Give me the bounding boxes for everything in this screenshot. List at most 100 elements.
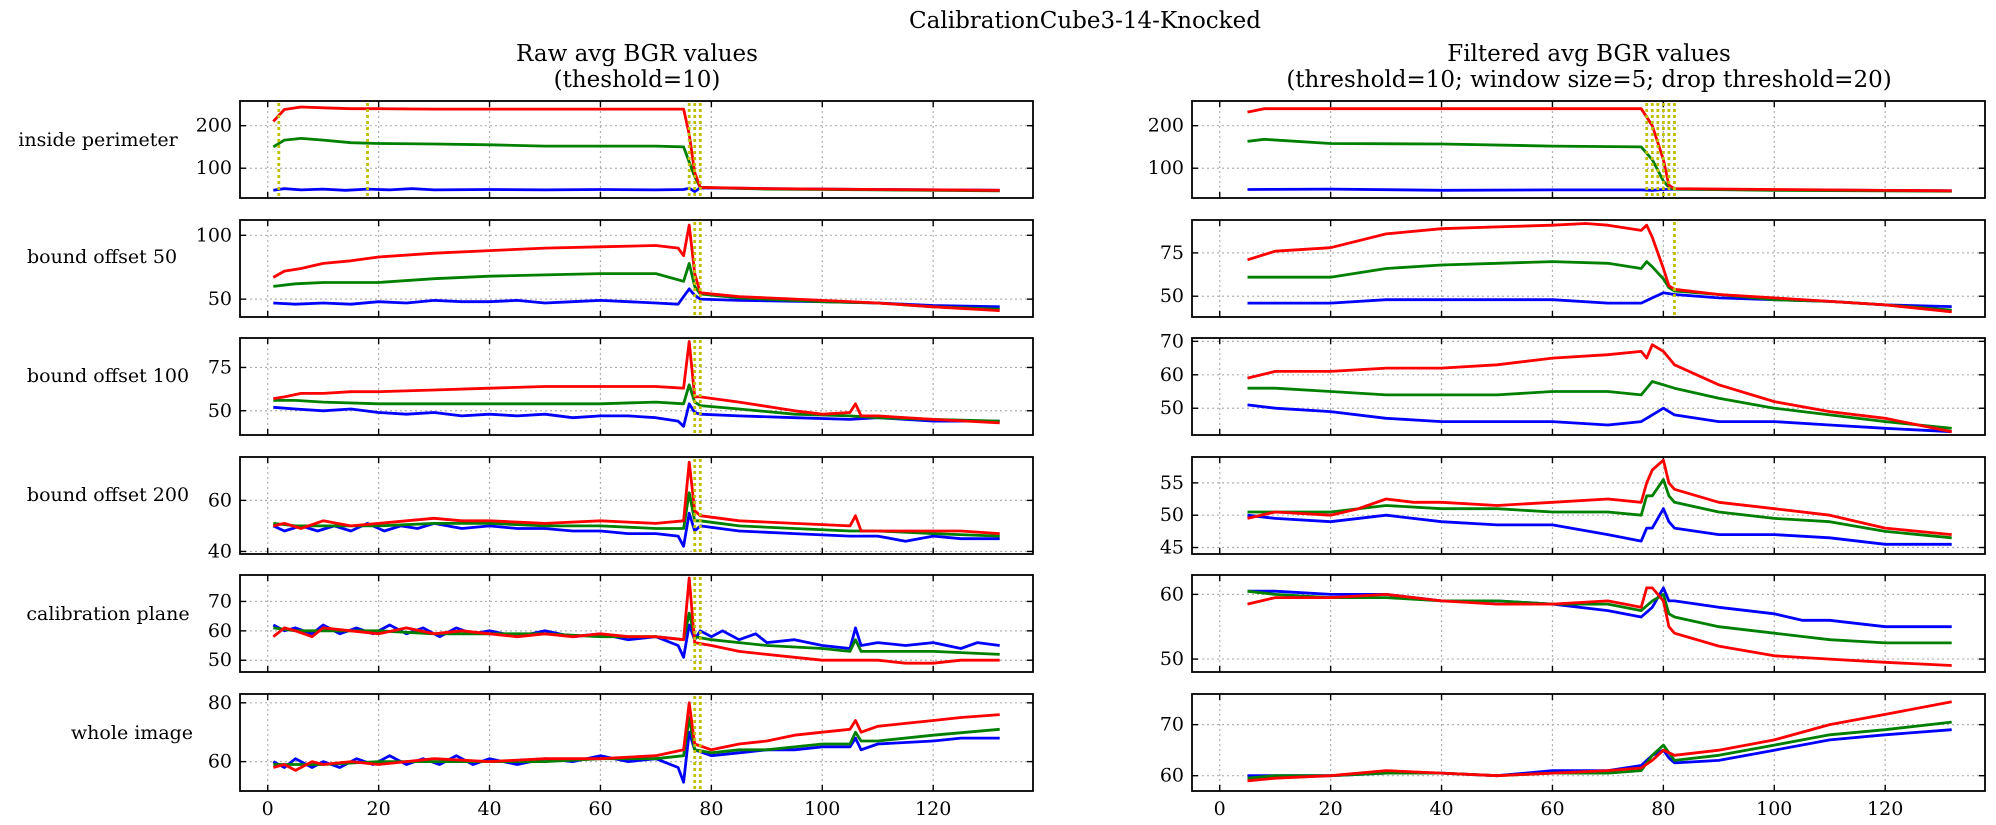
series-red-line [272,223,1000,312]
panel-r3c1: 45 50 55 [1160,456,1986,559]
y-tick-label: 200 [1148,115,1184,137]
series-green-line [272,136,1000,193]
axes-frame [239,337,1034,436]
series-green-line [1247,478,1952,540]
axes-frame [1191,456,1986,555]
y-tick-label: 100 [196,224,232,246]
plot-area [272,696,1000,789]
row-label-bound-offset-200: bound offset 200 [27,484,189,506]
y-tick-label: 60 [208,489,232,511]
y-tick-label: 60 [1160,765,1184,787]
series-green-line [1247,589,1952,645]
series-blue-line [273,402,1000,428]
series-red-line [1247,107,1952,193]
y-tick-label: 55 [1160,472,1184,494]
panel-grid: 1002001002005010050755075506070406045505… [196,100,1986,820]
axes-frame [239,100,1034,199]
row-label-calibration-plane: calibration plane [26,603,189,625]
plot-area [272,222,1000,315]
y-tick-label: 45 [1160,537,1184,559]
y-tick-label: 50 [208,400,232,422]
x-tick-label: 0 [262,798,274,820]
x-tick-label: 120 [1867,798,1903,820]
x-tick-label: 80 [699,798,723,820]
series-red-line [1247,458,1952,536]
panel-r2c1: 50 60 70 [1160,330,1986,436]
plot-area [1247,343,1952,434]
series-blue-line [1247,403,1952,434]
row-label-bound-offset-100: bound offset 100 [27,365,189,387]
panel-r5c0: 0 20 40 60 80 100 120 60 80 [208,692,1034,820]
series-red-line [1247,586,1952,667]
series-blue-line [1247,507,1952,546]
series-red-line [272,460,1000,535]
series-red-line [272,105,1000,192]
x-tick-label: 40 [477,798,501,820]
x-tick-label: 40 [1429,798,1453,820]
x-tick-label: 100 [1756,798,1792,820]
y-tick-label: 50 [1160,504,1184,526]
x-tick-label: 20 [1319,798,1343,820]
panel-r3c0: 40 60 [208,456,1034,562]
y-tick-label: 100 [196,157,232,179]
y-tick-label: 100 [1148,157,1184,179]
x-tick-label: 0 [1214,798,1226,820]
axes-frame [1191,219,1986,318]
series-red-line [273,340,1000,425]
axes-frame [1191,693,1986,792]
x-tick-label: 60 [1540,798,1564,820]
y-tick-label: 60 [208,620,232,642]
series-green-line [1247,260,1952,312]
plot-area [272,576,1000,670]
figure-title: CalibrationCube3-14-Knocked [909,8,1261,34]
series-blue-line [272,511,1000,548]
y-tick-label: 75 [1160,242,1184,264]
x-tick-label: 120 [915,798,951,820]
left-column-title-line-1: Raw avg BGR values [516,41,758,67]
panel-r2c0: 50 75 [208,337,1034,436]
series-blue-line [1247,291,1952,308]
x-tick-label: 80 [1651,798,1675,820]
y-tick-label: 80 [208,692,232,714]
axes-frame [239,456,1034,555]
series-red-line [272,701,1000,772]
series-green-line [1247,380,1952,430]
y-tick-label: 70 [1160,330,1184,352]
panel-r4c0: 50 60 70 [208,574,1034,673]
series-red-line [272,576,1000,665]
panel-r0c0: 100 200 [196,100,1034,199]
y-tick-label: 50 [1160,285,1184,307]
y-tick-label: 60 [208,751,232,773]
y-tick-label: 50 [1160,648,1184,670]
series-red-line [1247,700,1952,783]
axes-frame [239,219,1034,318]
left-column-title-line-2: (theshold=10) [554,67,721,93]
panel-r0c1: 100 200 [1148,100,1986,199]
y-tick-label: 50 [208,288,232,310]
plot-area [1247,103,1952,196]
series-blue-line [1247,586,1952,629]
y-tick-label: 75 [208,356,232,378]
x-tick-label: 60 [588,798,612,820]
plot-area [272,103,1000,196]
series-blue-line [1247,728,1952,778]
axes-frame [1191,100,1986,199]
series-blue-line [273,287,1000,309]
panel-r1c1: 50 75 [1160,219,1986,318]
y-tick-label: 40 [208,540,232,562]
y-tick-label: 200 [196,115,232,137]
series-blue-line [272,730,1000,784]
y-tick-label: 50 [1160,397,1184,419]
plot-area [273,340,1000,433]
series-green-line [273,491,1000,538]
axes-frame [1191,574,1986,673]
right-column-title-line-2: (threshold=10; window size=5; drop thres… [1286,67,1891,93]
row-label-whole-image: whole image [71,722,193,744]
series-red-line [1247,222,1952,314]
row-label-inside-perimeter: inside perimeter [18,129,178,151]
plot-area [1247,586,1952,667]
row-label-bound-offset-50: bound offset 50 [27,246,177,268]
series-green-line [1247,137,1952,193]
panel-r1c0: 50 100 [196,219,1034,318]
